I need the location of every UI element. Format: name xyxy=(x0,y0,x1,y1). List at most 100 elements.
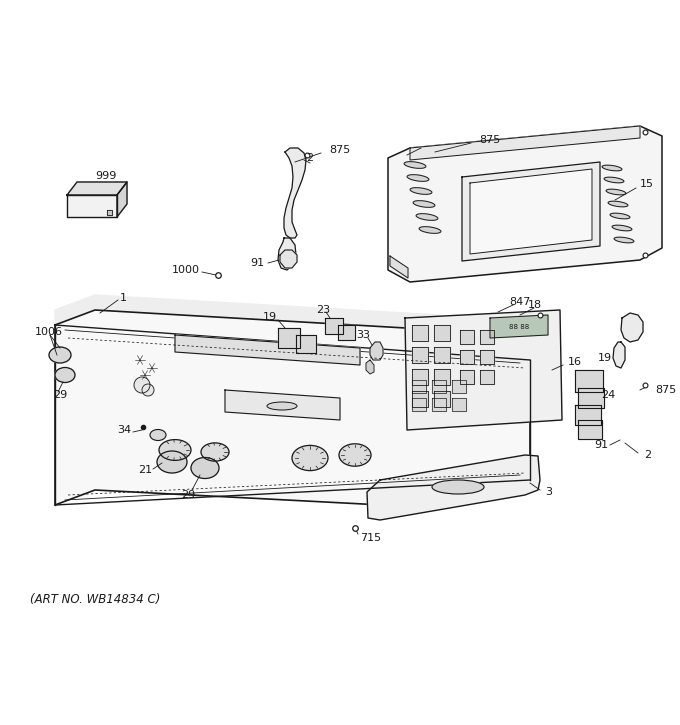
Polygon shape xyxy=(278,328,300,348)
Polygon shape xyxy=(460,330,474,344)
Ellipse shape xyxy=(608,201,628,207)
Ellipse shape xyxy=(55,368,75,383)
Polygon shape xyxy=(67,195,117,217)
Ellipse shape xyxy=(201,443,229,461)
Ellipse shape xyxy=(407,175,429,181)
Polygon shape xyxy=(412,398,426,411)
Polygon shape xyxy=(578,388,604,408)
Polygon shape xyxy=(412,391,428,407)
Text: 875: 875 xyxy=(329,145,351,155)
Text: 19: 19 xyxy=(263,312,277,322)
Polygon shape xyxy=(280,250,297,268)
Polygon shape xyxy=(67,182,127,195)
Polygon shape xyxy=(370,342,383,360)
Ellipse shape xyxy=(157,451,187,473)
Text: 21: 21 xyxy=(138,465,152,475)
Ellipse shape xyxy=(191,457,219,479)
Polygon shape xyxy=(412,380,426,393)
Polygon shape xyxy=(117,182,127,217)
Ellipse shape xyxy=(602,165,622,171)
Ellipse shape xyxy=(410,188,432,194)
Ellipse shape xyxy=(292,445,328,471)
Polygon shape xyxy=(338,325,355,340)
Text: 875: 875 xyxy=(655,385,676,395)
Polygon shape xyxy=(480,370,494,384)
Polygon shape xyxy=(470,169,592,254)
Polygon shape xyxy=(578,420,602,439)
Polygon shape xyxy=(462,162,600,261)
Circle shape xyxy=(142,384,154,396)
Text: 16: 16 xyxy=(568,357,582,367)
Ellipse shape xyxy=(404,162,426,168)
Polygon shape xyxy=(225,390,340,420)
Polygon shape xyxy=(434,391,450,407)
Polygon shape xyxy=(325,318,343,334)
Text: 23: 23 xyxy=(316,305,330,315)
Text: 18: 18 xyxy=(528,300,542,310)
Text: 2: 2 xyxy=(307,153,313,163)
Polygon shape xyxy=(278,238,296,270)
Ellipse shape xyxy=(159,439,191,460)
Ellipse shape xyxy=(413,201,435,207)
Text: 875: 875 xyxy=(479,135,500,145)
Ellipse shape xyxy=(339,444,371,466)
Polygon shape xyxy=(410,126,640,160)
Text: 847: 847 xyxy=(509,297,530,307)
Ellipse shape xyxy=(606,189,626,195)
Polygon shape xyxy=(575,370,603,392)
Text: 29: 29 xyxy=(53,390,67,400)
Polygon shape xyxy=(460,370,474,384)
Polygon shape xyxy=(366,360,374,374)
Ellipse shape xyxy=(604,177,624,183)
Ellipse shape xyxy=(267,402,297,410)
Polygon shape xyxy=(575,405,601,425)
Text: 2: 2 xyxy=(644,450,651,460)
Polygon shape xyxy=(480,350,494,364)
Polygon shape xyxy=(412,347,428,363)
Ellipse shape xyxy=(432,480,484,494)
Text: 24: 24 xyxy=(601,390,615,400)
Text: (ART NO. WB14834 C): (ART NO. WB14834 C) xyxy=(30,594,160,607)
Text: 19: 19 xyxy=(598,353,612,363)
Text: 88 88: 88 88 xyxy=(509,324,529,330)
Text: 91: 91 xyxy=(250,258,264,268)
Text: 1006: 1006 xyxy=(35,327,63,337)
Text: 29: 29 xyxy=(181,490,195,500)
Polygon shape xyxy=(434,325,450,341)
Polygon shape xyxy=(480,330,494,344)
Polygon shape xyxy=(55,310,530,508)
Polygon shape xyxy=(284,148,306,238)
Polygon shape xyxy=(412,325,428,341)
Ellipse shape xyxy=(610,213,630,219)
Text: 3: 3 xyxy=(545,487,552,497)
Polygon shape xyxy=(432,380,446,393)
Text: 999: 999 xyxy=(95,171,116,181)
Polygon shape xyxy=(452,380,466,393)
Ellipse shape xyxy=(614,237,634,243)
Text: 1: 1 xyxy=(120,293,126,303)
Polygon shape xyxy=(296,335,316,353)
Text: 15: 15 xyxy=(640,179,654,189)
Polygon shape xyxy=(621,313,643,342)
Polygon shape xyxy=(460,350,474,364)
Polygon shape xyxy=(107,210,112,215)
Ellipse shape xyxy=(419,227,441,233)
Polygon shape xyxy=(434,347,450,363)
Ellipse shape xyxy=(49,347,71,363)
Polygon shape xyxy=(388,126,662,282)
Polygon shape xyxy=(55,295,530,360)
Text: 34: 34 xyxy=(117,425,131,435)
Circle shape xyxy=(134,377,150,393)
Polygon shape xyxy=(490,315,548,338)
Text: 91: 91 xyxy=(594,440,608,450)
Polygon shape xyxy=(367,455,540,520)
Polygon shape xyxy=(390,256,408,278)
Ellipse shape xyxy=(150,429,166,441)
Text: 715: 715 xyxy=(360,533,381,543)
Text: 33: 33 xyxy=(356,330,370,340)
Polygon shape xyxy=(175,335,360,365)
Text: 1000: 1000 xyxy=(172,265,200,275)
Ellipse shape xyxy=(416,214,438,220)
Polygon shape xyxy=(412,369,428,385)
Ellipse shape xyxy=(612,225,632,231)
